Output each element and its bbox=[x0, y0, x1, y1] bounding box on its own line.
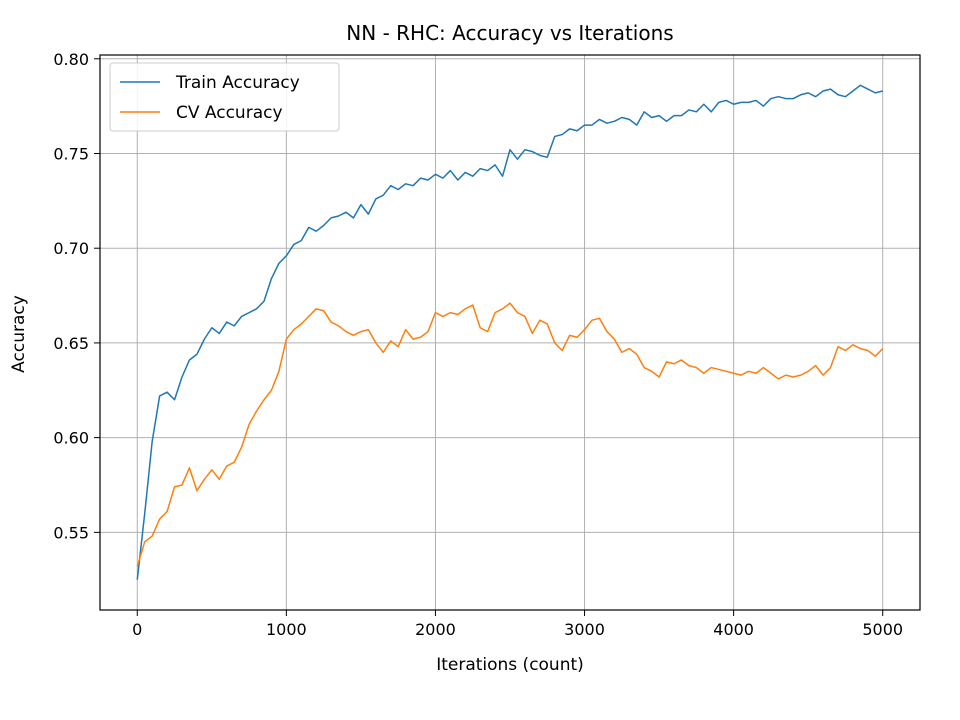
series-layer bbox=[136, 84, 884, 580]
x-tick-label: 4000 bbox=[713, 620, 754, 639]
x-tick-label: 1000 bbox=[266, 620, 307, 639]
chart-title: NN - RHC: Accuracy vs Iterations bbox=[346, 21, 673, 45]
y-axis-label: Accuracy bbox=[9, 295, 29, 373]
plot-frame bbox=[99, 54, 921, 611]
legend-label-train: Train Accuracy bbox=[175, 73, 300, 93]
y-tick-label: 0.70 bbox=[53, 239, 89, 258]
x-tick-label: 2000 bbox=[415, 620, 456, 639]
y-tick-label: 0.80 bbox=[53, 50, 89, 69]
x-tick-label: 5000 bbox=[862, 620, 903, 639]
grid-lines bbox=[100, 55, 920, 610]
series-line-cv-accuracy bbox=[136, 302, 884, 567]
y-tick-label: 0.55 bbox=[53, 523, 89, 542]
y-tick-label: 0.65 bbox=[53, 334, 89, 353]
legend: Train Accuracy CV Accuracy bbox=[109, 62, 340, 132]
x-axis: 0 1000 2000 3000 4000 5000 bbox=[132, 610, 903, 639]
x-axis-label: Iterations (count) bbox=[436, 655, 584, 675]
y-tick-label: 0.75 bbox=[53, 144, 89, 163]
series-line-train-accuracy bbox=[136, 84, 883, 580]
y-tick-label: 0.60 bbox=[53, 429, 89, 448]
legend-box bbox=[109, 62, 340, 132]
x-tick-label: 0 bbox=[132, 620, 142, 639]
x-tick-label: 3000 bbox=[564, 620, 605, 639]
y-axis: 0.55 0.60 0.65 0.70 0.75 0.80 bbox=[53, 50, 100, 542]
legend-label-cv: CV Accuracy bbox=[176, 103, 283, 123]
